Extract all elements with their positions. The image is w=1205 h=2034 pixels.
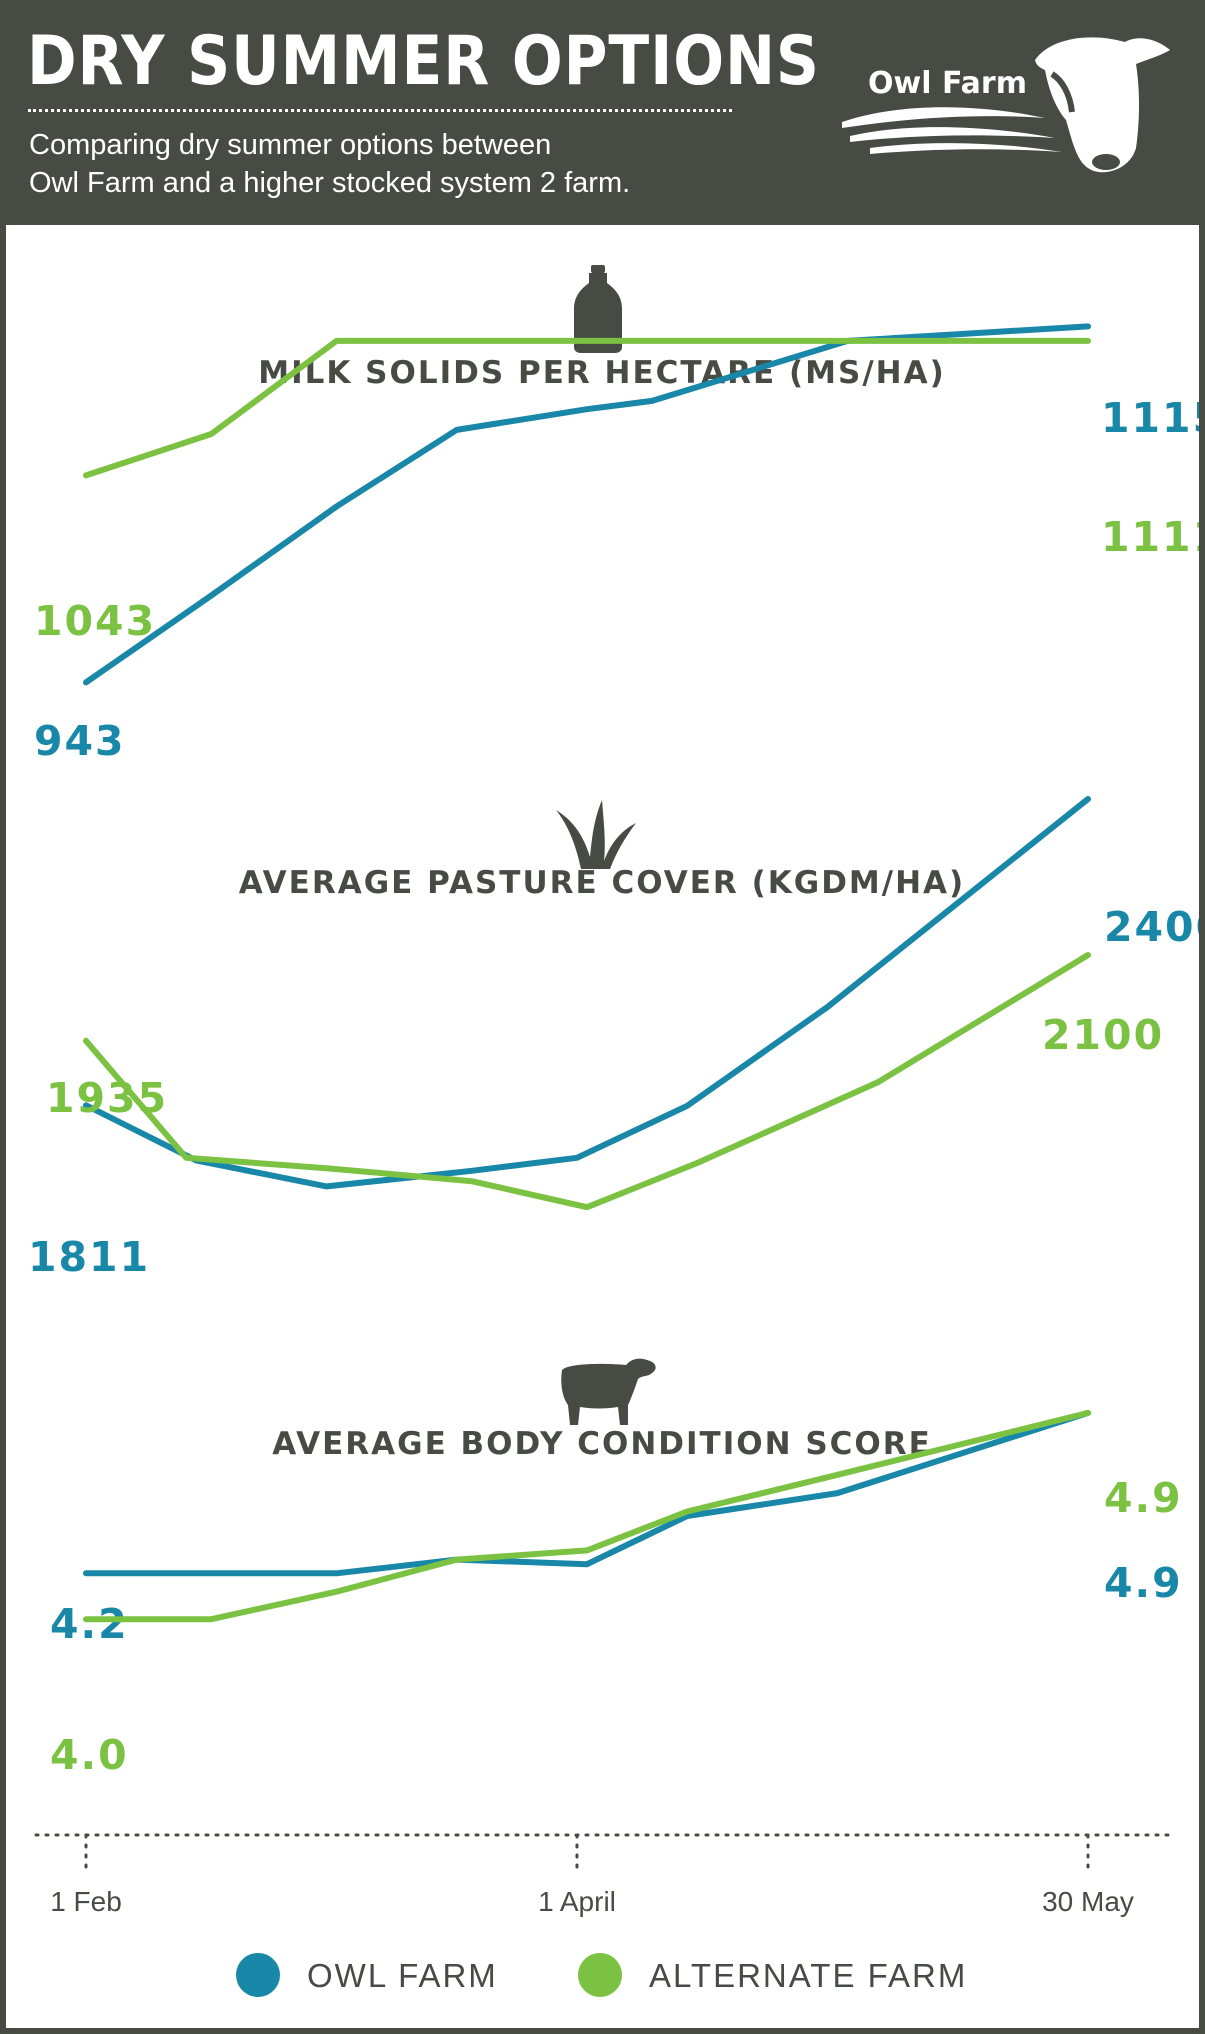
series-line-owl-farm xyxy=(83,1409,1091,1577)
alternate-farm-swatch xyxy=(578,1953,622,1997)
milk-bottle-icon xyxy=(574,265,622,353)
chart-title: AVERAGE BODY CONDITION SCORE xyxy=(272,1426,932,1462)
start-value-label: 1935 xyxy=(46,1074,168,1122)
start-value-label: 4.2 xyxy=(50,1600,129,1648)
chart-panel: MILK SOLIDS PER HECTARE (MS/HA) 943 1115 10… xyxy=(6,225,1199,2028)
series-line-owl-farm xyxy=(83,796,1091,1190)
chart-title: MILK SOLIDS PER HECTARE (MS/HA) xyxy=(258,355,946,391)
start-value-label: 4.0 xyxy=(50,1731,129,1779)
series-line-alternate-farm xyxy=(83,337,1091,479)
page-subtitle: Comparing dry summer options between Owl… xyxy=(29,126,789,202)
legend-alternate-farm-label: ALTERNATE FARM xyxy=(649,1957,968,1994)
chart-3: AVERAGE BODY CONDITION SCORE 4.2 4.9 4.0 4.9 xyxy=(50,1409,1183,1779)
series-line-alternate-farm xyxy=(83,1409,1091,1623)
grass-icon xyxy=(556,800,636,869)
series-line-owl-farm xyxy=(83,323,1091,686)
owl-farm-swatch xyxy=(236,1953,280,1997)
legend-owl-farm-label: OWL FARM xyxy=(307,1957,498,1994)
chart-2: AVERAGE PASTURE COVER (KGDM/HA) 1811 2400 1… xyxy=(28,796,1199,1281)
x-tick-label: 1 April xyxy=(538,1886,616,1917)
logo-text: Owl Farm xyxy=(868,66,1027,101)
cow-head-logo-icon xyxy=(842,37,1170,173)
subtitle-line-1: Comparing dry summer options between xyxy=(29,129,552,161)
end-value-label: 4.9 xyxy=(1104,1559,1183,1607)
end-value-label: 2400 xyxy=(1104,903,1199,951)
header: DRY SUMMER OPTIONS Comparing dry summer … xyxy=(0,0,1205,225)
x-tick-label: 1 Feb xyxy=(50,1886,122,1917)
chart-title: AVERAGE PASTURE COVER (KGDM/HA) xyxy=(239,865,965,901)
end-value-label: 1115 xyxy=(1101,394,1199,442)
chart-1: MILK SOLIDS PER HECTARE (MS/HA) 943 1115 10… xyxy=(34,323,1199,765)
page-title: DRY SUMMER OPTIONS xyxy=(27,22,820,101)
title-dotted-rule xyxy=(28,109,732,112)
subtitle-line-2: Owl Farm and a higher stocked system 2 f… xyxy=(29,167,631,199)
cow-icon xyxy=(561,1358,656,1425)
start-value-label: 1811 xyxy=(28,1233,150,1281)
x-tick-label: 30 May xyxy=(1042,1886,1134,1917)
series-line-alternate-farm xyxy=(83,952,1091,1211)
start-value-label: 943 xyxy=(34,717,126,765)
end-value-label: 2100 xyxy=(1042,1011,1164,1059)
line-charts: MILK SOLIDS PER HECTARE (MS/HA) 943 1115 10… xyxy=(28,265,1199,1917)
end-value-label: 4.9 xyxy=(1104,1474,1183,1522)
start-value-label: 1043 xyxy=(34,597,156,645)
owl-farm-logo: Owl Farm xyxy=(840,20,1180,180)
